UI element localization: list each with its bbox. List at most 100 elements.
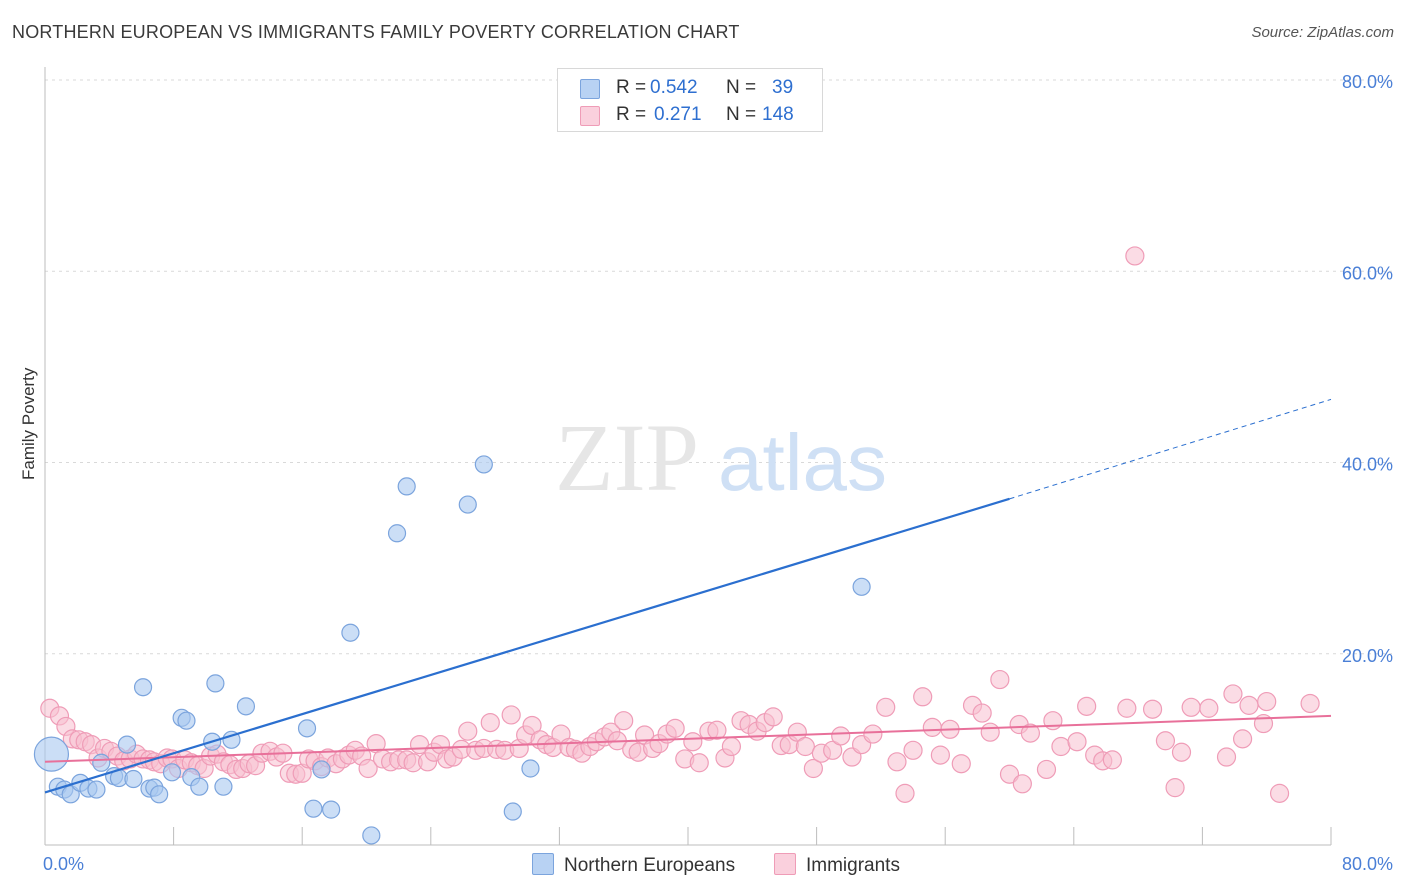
northern-europeans-point	[222, 730, 241, 749]
immigrants-point	[1142, 699, 1163, 719]
y-tick-label: 60.0%	[1342, 263, 1393, 283]
legend-r-label: R =	[616, 77, 647, 98]
x-tick-label: 0.0%	[43, 854, 84, 874]
y-tick-label: 40.0%	[1342, 455, 1393, 475]
immigrants-points	[40, 246, 1320, 803]
immigrants-point	[458, 721, 478, 741]
bottom-legend-label: Northern Europeans	[564, 855, 736, 876]
immigrants-point	[787, 722, 807, 742]
watermark-zip: ZIP	[555, 404, 699, 511]
legend-swatch-blue	[580, 79, 600, 99]
immigrants-point	[721, 736, 742, 757]
northern-europeans-point	[150, 785, 169, 804]
immigrants-point	[1171, 742, 1192, 762]
northern-europeans-point	[92, 753, 111, 772]
bottom-legend-northern-europeans: Northern Europeans	[532, 853, 735, 877]
watermark: ZIP atlas	[555, 404, 887, 511]
chart-title: NORTHERN EUROPEAN VS IMMIGRANTS FAMILY P…	[12, 22, 740, 42]
legend-n-value: 39	[772, 77, 794, 98]
immigrants-point	[1077, 696, 1097, 716]
immigrants-point	[999, 764, 1020, 784]
immigrants-point	[913, 687, 933, 707]
immigrants-point	[1036, 759, 1057, 780]
immigrants-point	[763, 707, 783, 727]
northern-europeans-point	[177, 711, 196, 730]
legend-swatch-pink	[580, 106, 600, 126]
immigrants-point	[1155, 731, 1176, 751]
immigrants-point	[358, 758, 378, 779]
northern-europeans-point	[206, 674, 225, 693]
y-tick-label: 80.0%	[1342, 72, 1393, 92]
immigrants-point	[1020, 723, 1040, 743]
immigrants-point	[903, 740, 923, 760]
northern-europeans-point	[341, 623, 360, 642]
immigrants-point	[1067, 732, 1087, 752]
northern-europeans-point	[236, 697, 256, 716]
legend-n-label: N =	[726, 104, 757, 125]
bottom-legend-immigrants: Immigrants	[774, 853, 900, 877]
northern-europeans-point	[133, 678, 153, 697]
northern-europeans-point	[190, 777, 209, 796]
source-label: Source: ZipAtlas.com	[1251, 24, 1394, 41]
tick-labels: 20.0% 40.0% 60.0% 80.0% 0.0% 80.0%	[43, 72, 1393, 874]
northern-europeans-point	[162, 763, 182, 782]
immigrants-point	[803, 758, 823, 779]
immigrants-point	[951, 754, 971, 774]
immigrants-point	[683, 732, 703, 752]
grid-lines	[45, 79, 1392, 655]
northern-europeans-trend-line	[44, 497, 1010, 794]
immigrants-point	[1125, 246, 1145, 266]
x-tick-label: 80.0%	[1342, 854, 1393, 874]
immigrants-point	[707, 720, 727, 740]
northern-europeans-point	[474, 455, 493, 474]
legend-r-value: 0.542	[650, 77, 698, 98]
northern-europeans-points	[33, 455, 871, 845]
northern-europeans-point	[503, 802, 522, 821]
immigrants-point	[614, 711, 634, 731]
y-axis-label: Family Poverty	[19, 367, 38, 480]
northern-europeans-point	[214, 777, 233, 796]
immigrants-point	[823, 740, 843, 760]
immigrants-point	[795, 736, 815, 757]
immigrants-point	[522, 715, 542, 736]
legend-r-label: R =	[616, 104, 647, 125]
watermark-atlas: atlas	[718, 418, 887, 507]
immigrants-point	[1181, 697, 1201, 717]
northern-europeans-point	[397, 477, 416, 496]
immigrants-point	[1165, 778, 1185, 798]
northern-europeans-point	[124, 769, 143, 789]
immigrants-point	[980, 722, 1000, 742]
immigrants-point	[930, 745, 950, 765]
bottom-legend-label: Immigrants	[806, 855, 900, 876]
immigrants-point	[1232, 729, 1253, 749]
northern-europeans-point	[458, 495, 477, 514]
immigrants-point	[1257, 691, 1277, 712]
northern-europeans-point	[87, 780, 106, 799]
northern-europeans-point	[312, 760, 331, 779]
northern-europeans-point	[387, 524, 407, 543]
immigrants-point	[665, 718, 685, 738]
immigrants-point	[876, 697, 896, 717]
immigrants-trend-line	[44, 714, 1332, 763]
immigrants-point	[1239, 695, 1259, 715]
immigrants-point	[1300, 693, 1320, 714]
immigrants-point	[689, 753, 709, 773]
immigrants-point	[1012, 774, 1032, 794]
immigrants-point	[1117, 698, 1137, 718]
northern-europeans-point	[297, 719, 317, 738]
immigrants-point	[922, 717, 942, 737]
legend-n-value: 148	[762, 104, 794, 125]
bottom-legend-swatch-pink	[774, 853, 796, 875]
immigrants-point	[887, 752, 907, 772]
northern-europeans-point	[322, 800, 341, 819]
y-tick-label: 20.0%	[1342, 646, 1393, 666]
legend-row-northern-europeans: R = 0.542 N = 39	[558, 75, 822, 101]
immigrants-point	[480, 712, 500, 733]
northern-europeans-trend-extension	[1009, 398, 1332, 500]
northern-europeans-point	[852, 577, 871, 596]
immigrants-point	[895, 783, 915, 803]
bottom-legend-swatch-blue	[532, 853, 554, 875]
northern-europeans-point	[117, 735, 137, 754]
immigrants-point	[831, 726, 851, 746]
